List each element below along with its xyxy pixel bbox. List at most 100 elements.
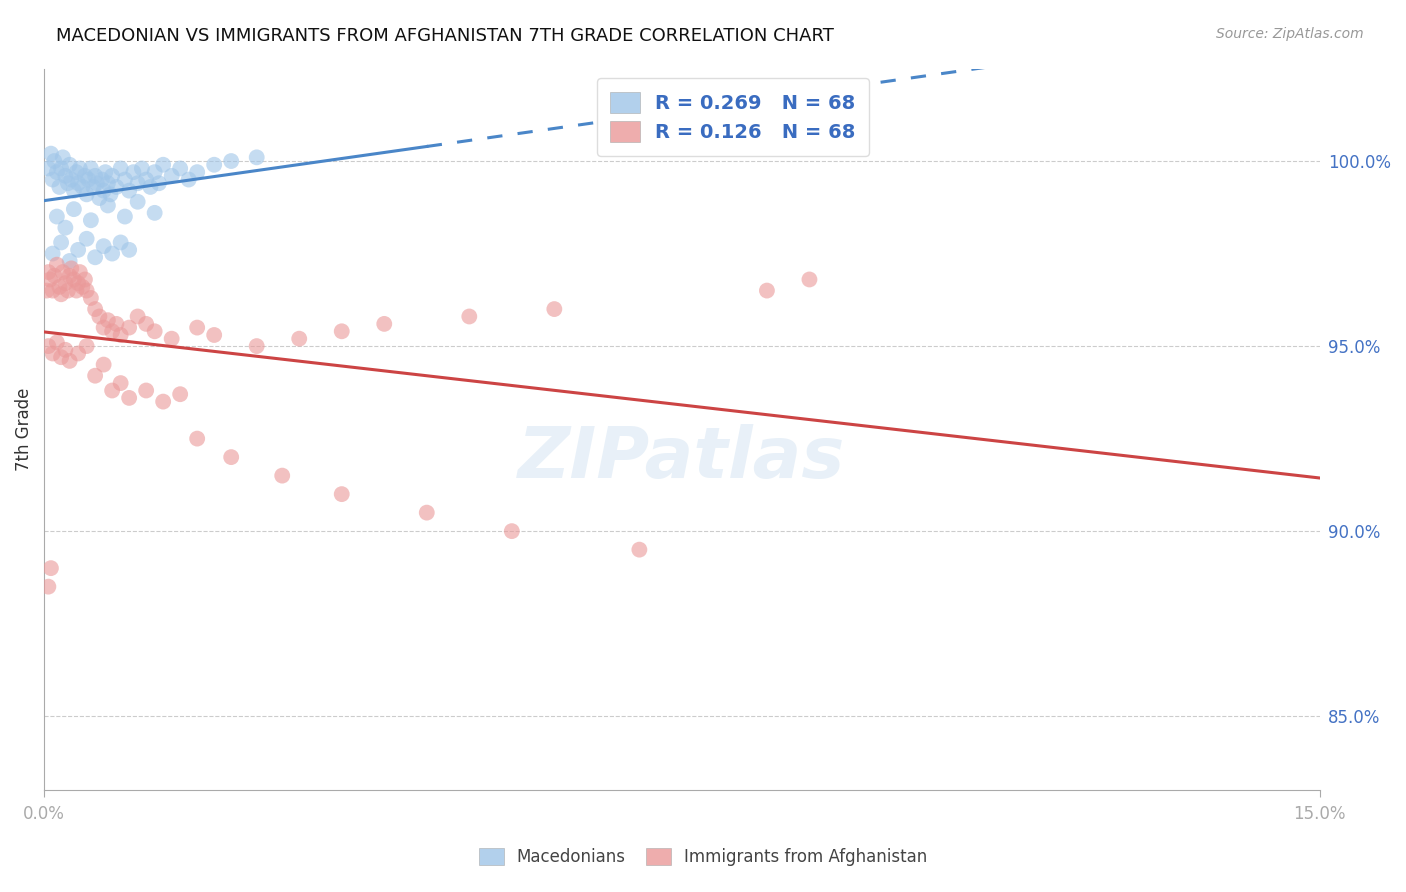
- Point: [91, 172, 114, 186]
- Point: [37, 339, 59, 353]
- Point: [76, 187, 98, 202]
- Point: [122, 165, 145, 179]
- Point: [97, 313, 120, 327]
- Point: [101, 246, 124, 260]
- Point: [101, 324, 124, 338]
- Point: [148, 176, 170, 190]
- Point: [177, 172, 200, 186]
- Point: [63, 184, 86, 198]
- Point: [86, 176, 108, 190]
- Point: [69, 161, 91, 176]
- Point: [127, 194, 149, 209]
- Point: [110, 235, 132, 250]
- Point: [52, 265, 75, 279]
- Point: [105, 180, 128, 194]
- Point: [127, 176, 149, 190]
- Point: [543, 302, 565, 317]
- Point: [186, 432, 208, 446]
- Point: [416, 506, 439, 520]
- Point: [114, 172, 136, 186]
- Point: [97, 176, 120, 190]
- Point: [501, 524, 523, 538]
- Point: [799, 272, 821, 286]
- Point: [246, 150, 269, 164]
- Legend: Macedonians, Immigrants from Afghanistan: Macedonians, Immigrants from Afghanistan: [470, 840, 936, 875]
- Point: [59, 254, 82, 268]
- Point: [39, 146, 62, 161]
- Point: [118, 243, 141, 257]
- Point: [139, 180, 162, 194]
- Point: [93, 320, 115, 334]
- Point: [628, 542, 651, 557]
- Point: [49, 235, 72, 250]
- Point: [100, 187, 122, 202]
- Point: [110, 376, 132, 390]
- Point: [67, 243, 90, 257]
- Point: [76, 284, 98, 298]
- Point: [288, 332, 311, 346]
- Point: [202, 328, 225, 343]
- Point: [93, 239, 115, 253]
- Point: [202, 158, 225, 172]
- Point: [110, 328, 132, 343]
- Point: [246, 339, 269, 353]
- Point: [80, 291, 103, 305]
- Point: [37, 580, 59, 594]
- Point: [60, 172, 83, 186]
- Text: MACEDONIAN VS IMMIGRANTS FROM AFGHANISTAN 7TH GRADE CORRELATION CHART: MACEDONIAN VS IMMIGRANTS FROM AFGHANISTA…: [56, 27, 834, 45]
- Point: [67, 276, 90, 290]
- Point: [105, 317, 128, 331]
- Point: [330, 487, 353, 501]
- Point: [101, 384, 124, 398]
- Point: [169, 161, 191, 176]
- Point: [37, 265, 59, 279]
- Point: [94, 165, 117, 179]
- Point: [56, 284, 79, 298]
- Point: [53, 169, 76, 183]
- Point: [44, 154, 66, 169]
- Point: [49, 287, 72, 301]
- Point: [93, 184, 115, 198]
- Point: [84, 302, 107, 317]
- Point: [52, 150, 75, 164]
- Point: [59, 354, 82, 368]
- Point: [755, 284, 778, 298]
- Text: ZIPatlas: ZIPatlas: [519, 424, 845, 492]
- Point: [69, 265, 91, 279]
- Point: [458, 310, 481, 324]
- Point: [82, 180, 104, 194]
- Point: [65, 165, 87, 179]
- Point: [135, 384, 157, 398]
- Legend: R = 0.269   N = 68, R = 0.126   N = 68: R = 0.269 N = 68, R = 0.126 N = 68: [596, 78, 869, 155]
- Point: [143, 165, 166, 179]
- Point: [72, 280, 94, 294]
- Point: [97, 198, 120, 212]
- Point: [63, 272, 86, 286]
- Point: [73, 169, 96, 183]
- Point: [118, 391, 141, 405]
- Point: [89, 310, 111, 324]
- Point: [41, 246, 63, 260]
- Point: [77, 172, 100, 186]
- Point: [76, 339, 98, 353]
- Point: [49, 350, 72, 364]
- Point: [56, 176, 79, 190]
- Point: [135, 317, 157, 331]
- Point: [59, 158, 82, 172]
- Point: [143, 324, 166, 338]
- Point: [127, 310, 149, 324]
- Point: [65, 284, 87, 298]
- Point: [60, 261, 83, 276]
- Point: [39, 561, 62, 575]
- Point: [101, 169, 124, 183]
- Point: [160, 169, 183, 183]
- Point: [80, 213, 103, 227]
- Point: [45, 258, 67, 272]
- Point: [93, 358, 115, 372]
- Point: [53, 220, 76, 235]
- Point: [76, 232, 98, 246]
- Point: [330, 324, 353, 338]
- Point: [48, 180, 70, 194]
- Point: [37, 161, 59, 176]
- Point: [48, 280, 70, 294]
